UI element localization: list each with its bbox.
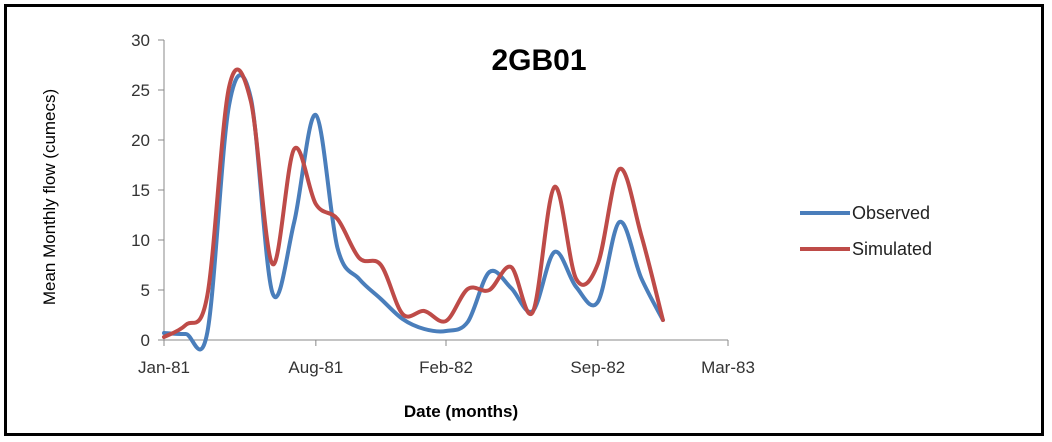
chart-frame: 2GB01 0 5 10 15 20 25 30 Jan-81 Aug-81 Feb-82 Sep-…: [4, 4, 1044, 436]
x-tick-label: Jan-81: [138, 358, 190, 377]
x-tick-label: Mar-83: [701, 358, 755, 377]
series-layer: [162, 67, 665, 352]
y-tick-label: 20: [131, 131, 150, 150]
line-chart: 2GB01 0 5 10 15 20 25 30 Jan-81 Aug-81 Feb-82 Sep-…: [40, 31, 932, 421]
y-tick-label: 25: [131, 81, 150, 100]
y-tick-label: 10: [131, 231, 150, 250]
x-tick-label: Feb-82: [419, 358, 473, 377]
y-tick-label: 15: [131, 181, 150, 200]
y-tick-label: 0: [141, 331, 150, 350]
chart-title: 2GB01: [491, 44, 586, 77]
legend-label-observed: Observed: [852, 203, 930, 223]
x-tick-label: Sep-82: [570, 358, 625, 377]
legend-label-simulated: Simulated: [852, 239, 932, 259]
x-tick-label: Aug-81: [288, 358, 343, 377]
series-line-observed: [162, 73, 665, 352]
series-line-simulated: [162, 67, 665, 339]
axes: 0 5 10 15 20 25 30 Jan-81 Aug-81 Feb-82 Sep-82 Mar-…: [131, 31, 755, 377]
y-axis-label: Mean Monthly flow (cumecs): [40, 89, 59, 305]
x-axis-label: Date (months): [404, 402, 518, 421]
legend: Observed Simulated: [800, 203, 932, 259]
y-tick-label: 30: [131, 31, 150, 50]
y-tick-label: 5: [141, 281, 150, 300]
